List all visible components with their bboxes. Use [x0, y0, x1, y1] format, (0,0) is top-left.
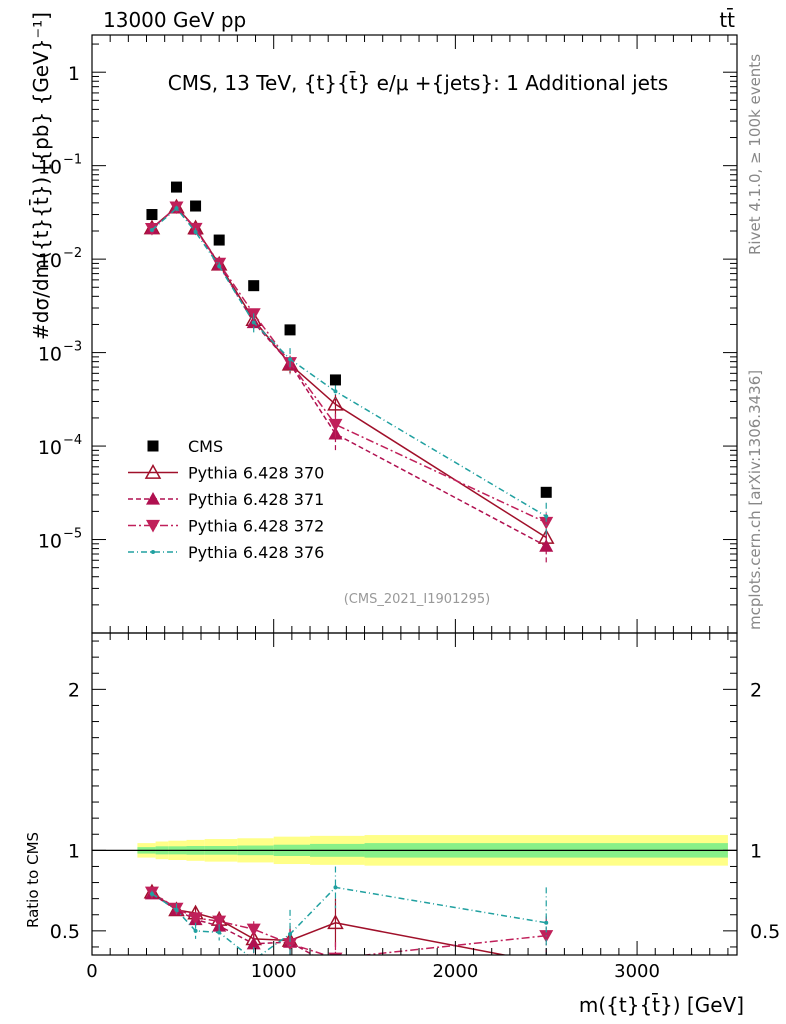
ratio-point-1-6 [328, 961, 342, 974]
y-tick-label-lower-1: 1 [68, 840, 80, 862]
upper-point-3-2 [193, 230, 198, 235]
y-tick-label-upper-exp-2: −2 [63, 246, 82, 261]
header-left-label: 13000 GeV pp [103, 8, 246, 32]
y-tick-label-upper-1: 10 [38, 157, 62, 179]
data-point-4 [248, 280, 260, 292]
legend-label-4: Pythia 6.428 376 [188, 543, 324, 562]
watermark: (CMS_2021_I1901295) [344, 592, 491, 607]
legend-marker-4 [151, 550, 155, 554]
ratio-point-2-2 [188, 912, 203, 925]
ratio-line-0 [151, 891, 509, 955]
upper-point-2-6 [328, 418, 343, 432]
ratio-point-2-3 [212, 915, 227, 929]
upper-point-3-0 [149, 227, 154, 232]
lower-y-label: Ratio to CMS [24, 832, 42, 928]
side-rivet-label: Rivet 4.1.0, ≥ 100k events [746, 54, 764, 255]
x-tick-label-3: 3000 [614, 961, 660, 982]
header-right-label: tt̄ [719, 7, 735, 32]
y-tick-label-upper-exp-1: −1 [63, 153, 82, 168]
ratio-point-2-5 [283, 938, 298, 951]
data-point-0 [146, 209, 158, 221]
ratio-point-2-4 [246, 923, 261, 937]
plot-title: CMS, 13 TeV, {t}{t̄} e/μ +{jets}: 1 Addi… [168, 70, 668, 95]
legend: CMS Pythia 6.428 370 Pythia 6.428 371 Pythi… [128, 437, 324, 562]
x-tick-label-2: 2000 [432, 961, 478, 982]
x-tick-label-1: 1000 [251, 961, 297, 982]
data-point-3 [213, 234, 225, 246]
ratio-point-3-7 [544, 920, 549, 925]
ratio-point-0-7 [545, 954, 547, 955]
ratio-line-3 [151, 886, 547, 955]
y-tick-label-lower-right-2: 2 [750, 679, 762, 701]
y-tick-label-upper-exp-3: −3 [63, 340, 82, 355]
ratio-point-3-1 [174, 907, 179, 912]
upper-point-3-4 [251, 320, 256, 325]
y-tick-label-upper-exp-5: −5 [63, 527, 82, 542]
side-mcplots-label: mcplots.cern.ch [arXiv:1306.3436] [746, 370, 764, 630]
upper-point-0-6 [327, 395, 344, 411]
ratio-point-3-5 [288, 932, 293, 937]
lower-frame [91, 632, 738, 956]
legend-label-2: Pythia 6.428 371 [188, 490, 324, 509]
x-tick-label-0: 0 [86, 961, 97, 982]
legend-label-1: Pythia 6.428 370 [188, 464, 324, 483]
y-tick-label-upper-exp-4: −4 [63, 433, 82, 448]
ratio-point-1-7 [539, 961, 553, 974]
legend-marker-1 [144, 463, 162, 479]
ratio-line-2 [151, 891, 547, 955]
legend-marker-3 [146, 519, 160, 533]
upper-point-3-5 [288, 357, 293, 362]
upper-point-3-1 [174, 206, 179, 211]
legend-marker-2 [146, 492, 160, 505]
ratio-point-1-4 [246, 936, 261, 950]
ratio-point-3-6 [333, 885, 338, 890]
y-tick-label-upper-4: 10 [38, 437, 62, 459]
y-tick-label-lower-right-0: 0.5 [750, 921, 780, 943]
data-point-7 [540, 486, 552, 498]
data-point-6 [329, 374, 341, 386]
upper-point-3-3 [217, 264, 222, 269]
x-axis-label: m({t}{t̄}) [GeV] [579, 992, 744, 1017]
y-tick-label-lower-0: 0.5 [50, 921, 80, 943]
upper-y-label: #dσ/dm({t}{t̄}) [{pb} {GeV}⁻¹] [28, 12, 53, 340]
legend-marker-0 [147, 440, 159, 452]
upper-point-2-7 [539, 516, 554, 530]
upper-point-3-6 [333, 389, 338, 394]
data-point-5 [284, 324, 296, 336]
upper-line-1 [151, 206, 547, 547]
ratio-point-3-2 [193, 928, 198, 933]
y-tick-label-upper-2: 10 [38, 250, 62, 272]
y-tick-label-lower-right-1: 1 [750, 840, 762, 862]
upper-point-1-7 [539, 539, 554, 552]
data-point-2 [190, 200, 202, 212]
upper-panel [143, 181, 555, 565]
y-tick-label-upper-3: 10 [38, 344, 62, 366]
upper-point-3-7 [544, 514, 549, 519]
legend-label-3: Pythia 6.428 372 [188, 517, 324, 536]
y-tick-label-lower-2: 2 [68, 679, 80, 701]
upper-line-2 [151, 206, 547, 524]
upper-line-0 [151, 206, 547, 539]
ratio-point-3-0 [149, 891, 154, 896]
ratio-point-0-6 [327, 914, 344, 930]
data-point-1 [170, 181, 182, 193]
legend-label-0: CMS [188, 437, 223, 456]
y-tick-label-upper-5: 10 [38, 531, 62, 553]
ratio-line-1 [151, 893, 315, 955]
y-tick-label-upper-0: 1 [68, 63, 80, 85]
ratio-point-3-3 [217, 930, 222, 935]
